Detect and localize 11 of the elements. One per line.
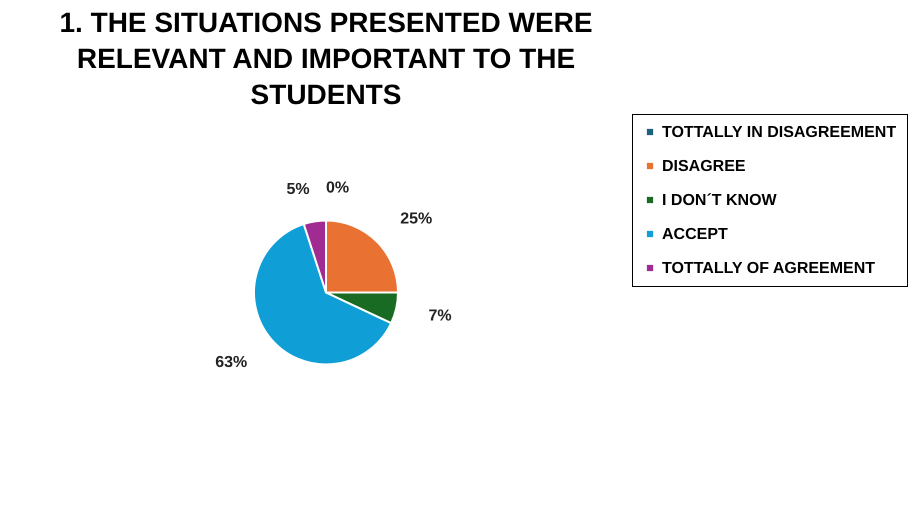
data-label: 5%	[286, 180, 310, 198]
data-label: 7%	[428, 307, 452, 324]
legend-label: TOTTALLY IN DISAGREEMENT	[662, 124, 896, 141]
legend-label: TOTTALLY OF AGREEMENT	[662, 260, 876, 277]
legend-label: I DON´T KNOW	[662, 192, 778, 209]
data-label: 25%	[400, 210, 432, 228]
chart-title: 1. THE SITUATIONS PRESENTED WERE RELEVANT AND IMPORTANT TO THE STUDENTS	[59, 7, 593, 110]
legend-label: DISAGREE	[662, 158, 746, 175]
legend-label: ACCEPT	[662, 226, 728, 243]
data-label: 63%	[215, 354, 248, 371]
text: 0%	[326, 180, 350, 196]
